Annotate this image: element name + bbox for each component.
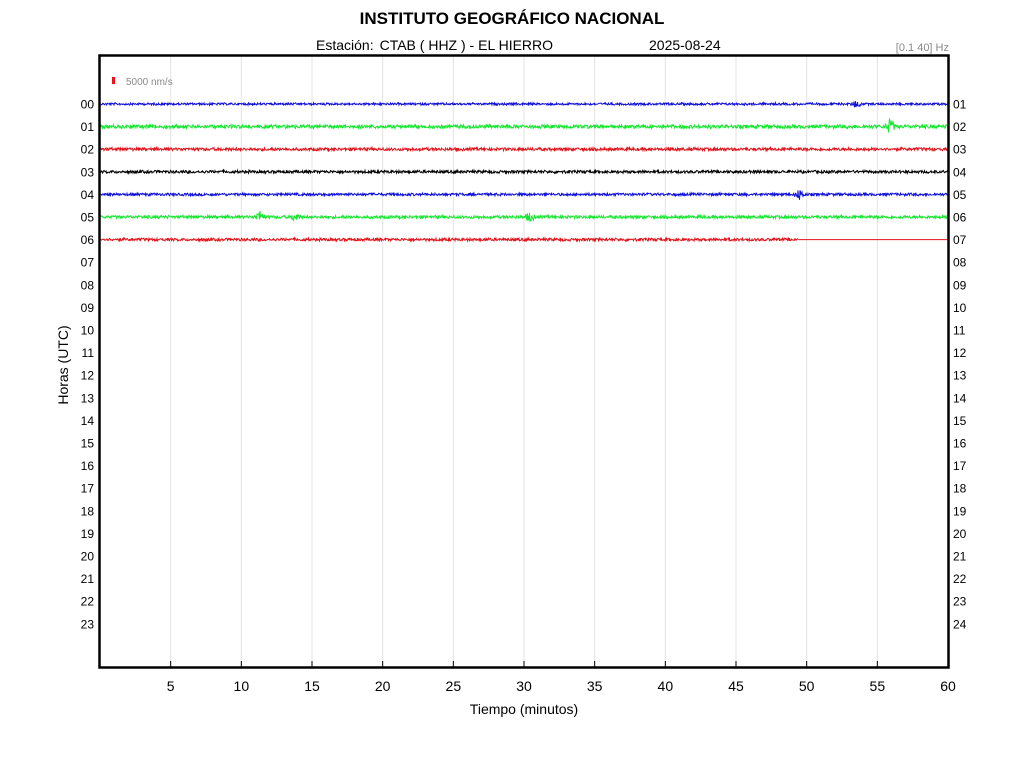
page-title: INSTITUTO GEOGRÁFICO NACIONAL [359, 9, 665, 28]
hour-label-right: 09 [953, 278, 967, 292]
hour-label-left: 18 [81, 504, 95, 518]
x-tick-label: 45 [728, 678, 744, 694]
hour-label-right: 19 [953, 504, 967, 518]
hour-label-right: 11 [953, 324, 966, 338]
hour-label-right: 08 [953, 256, 967, 270]
hour-label-left: 16 [81, 459, 95, 473]
hour-label-left: 00 [81, 98, 95, 112]
trace-hour-01 [99, 117, 949, 133]
plot-frame [98, 54, 950, 669]
hour-label-left: 03 [81, 165, 95, 179]
hour-label-left: 12 [81, 369, 95, 383]
trace-hour-06 [99, 236, 799, 243]
hour-label-right: 12 [953, 346, 967, 360]
hour-label-left: 04 [81, 188, 95, 202]
x-tick-label: 25 [446, 678, 462, 694]
hour-label-left: 17 [81, 482, 95, 496]
x-axis-title: Tiempo (minutos) [470, 701, 578, 717]
hour-label-left: 08 [81, 278, 95, 292]
seismic-traces [99, 100, 949, 243]
x-tick-label: 15 [304, 678, 320, 694]
x-tick-label: 60 [940, 678, 956, 694]
hour-label-left: 22 [81, 595, 95, 609]
hour-label-right: 02 [953, 120, 967, 134]
y-axis-title: Horas (UTC) [55, 325, 71, 404]
trace-hour-04 [99, 190, 949, 200]
hour-label-left: 13 [81, 391, 95, 405]
trace-hour-03 [99, 168, 949, 176]
hour-label-left: 01 [81, 120, 95, 134]
hour-label-right: 20 [953, 527, 967, 541]
hour-label-left: 10 [81, 324, 95, 338]
x-tick-label: 40 [658, 678, 674, 694]
hour-label-right: 05 [953, 188, 967, 202]
x-tick-label: 35 [587, 678, 603, 694]
x-axis-ticks: 5 10 15 20 25 30 35 40 45 50 55 60 [167, 661, 956, 694]
hour-label-left: 11 [82, 346, 95, 360]
x-tick-label: 50 [799, 678, 815, 694]
x-tick-label: 55 [870, 678, 886, 694]
hour-label-left: 05 [81, 211, 95, 225]
filter-band: [0.1 40] Hz [895, 42, 949, 54]
hour-label-right: 22 [953, 572, 967, 586]
hour-label-right: 01 [953, 98, 967, 112]
hour-label-left: 07 [81, 256, 95, 270]
scale-bar-label: 5000 nm/s [126, 77, 173, 88]
station-line: Estación: CTAB ( HHZ ) - EL HIERRO [316, 37, 553, 53]
hour-label-left: 02 [81, 143, 95, 157]
hour-label-left: 15 [81, 437, 95, 451]
x-tick-label: 10 [234, 678, 250, 694]
hour-label-left: 19 [81, 527, 95, 541]
hour-label-right: 15 [953, 414, 967, 428]
hour-label-right: 21 [953, 550, 967, 564]
hour-label-left: 09 [81, 301, 95, 315]
hour-label-right: 04 [953, 165, 967, 179]
hour-label-left: 23 [81, 617, 95, 631]
hour-label-left: 14 [81, 414, 95, 428]
hour-label-right: 03 [953, 143, 967, 157]
trace-hour-00 [99, 100, 949, 108]
hour-label-right: 16 [953, 437, 967, 451]
trace-hour-02 [99, 145, 949, 153]
x-tick-label: 20 [375, 678, 391, 694]
hour-labels-right: 01 02 03 04 05 06 07 08 09 10 11 12 13 14 15 16 17 18 19 20… [953, 98, 967, 632]
vertical-grid [170, 56, 878, 667]
hour-label-right: 24 [953, 617, 967, 631]
record-date: 2025-08-24 [649, 37, 721, 53]
x-tick-label: 30 [516, 678, 532, 694]
hour-label-left: 06 [81, 233, 95, 247]
hour-label-left: 21 [81, 572, 95, 586]
station-prefix: Estación: [316, 37, 374, 53]
hour-label-right: 14 [953, 391, 967, 405]
hour-label-right: 10 [953, 301, 967, 315]
hour-labels-left: 00 01 02 03 04 05 06 07 08 09 10 11 12 13 14 15 16 17 18 19… [81, 98, 95, 632]
x-tick-label: 5 [167, 678, 175, 694]
trace-hour-05 [99, 210, 949, 223]
station-name: CTAB ( HHZ ) - EL HIERRO [379, 37, 554, 53]
scale-bar [112, 77, 115, 84]
hour-label-right: 07 [953, 233, 967, 247]
hour-label-right: 23 [953, 595, 967, 609]
hour-label-right: 17 [953, 459, 967, 473]
hour-label-right: 18 [953, 482, 967, 496]
hour-label-left: 20 [81, 550, 95, 564]
hour-label-right: 13 [953, 369, 967, 383]
hour-label-right: 06 [953, 211, 967, 225]
